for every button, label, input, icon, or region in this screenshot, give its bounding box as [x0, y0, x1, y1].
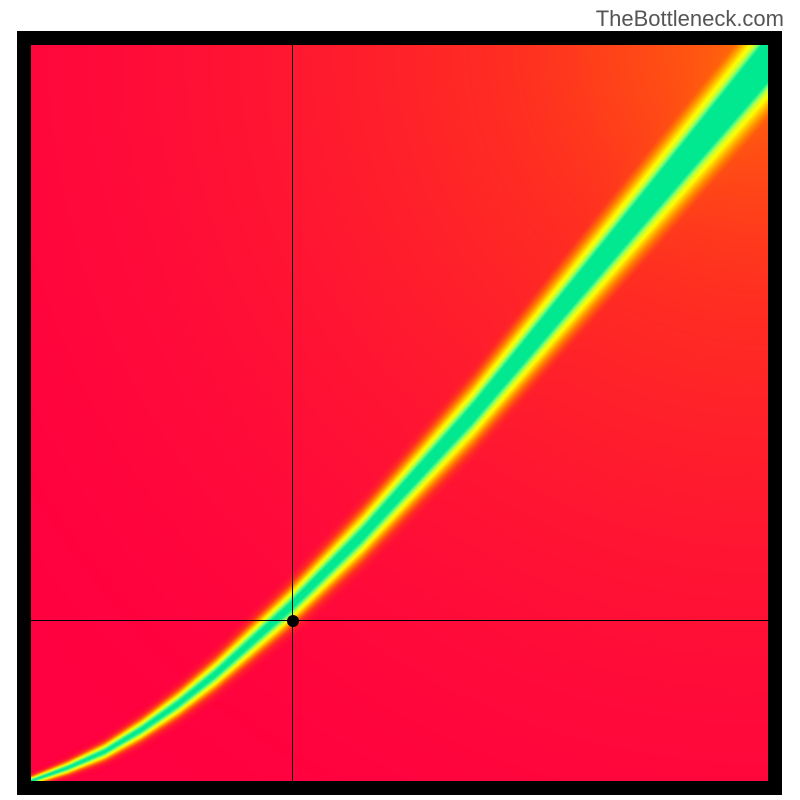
image-root: TheBottleneck.com [0, 0, 800, 800]
crosshair-vertical [292, 45, 293, 781]
bottleneck-heatmap [31, 45, 768, 781]
watermark-text: TheBottleneck.com [596, 6, 784, 32]
crosshair-horizontal [31, 620, 768, 621]
crosshair-dot [287, 615, 299, 627]
